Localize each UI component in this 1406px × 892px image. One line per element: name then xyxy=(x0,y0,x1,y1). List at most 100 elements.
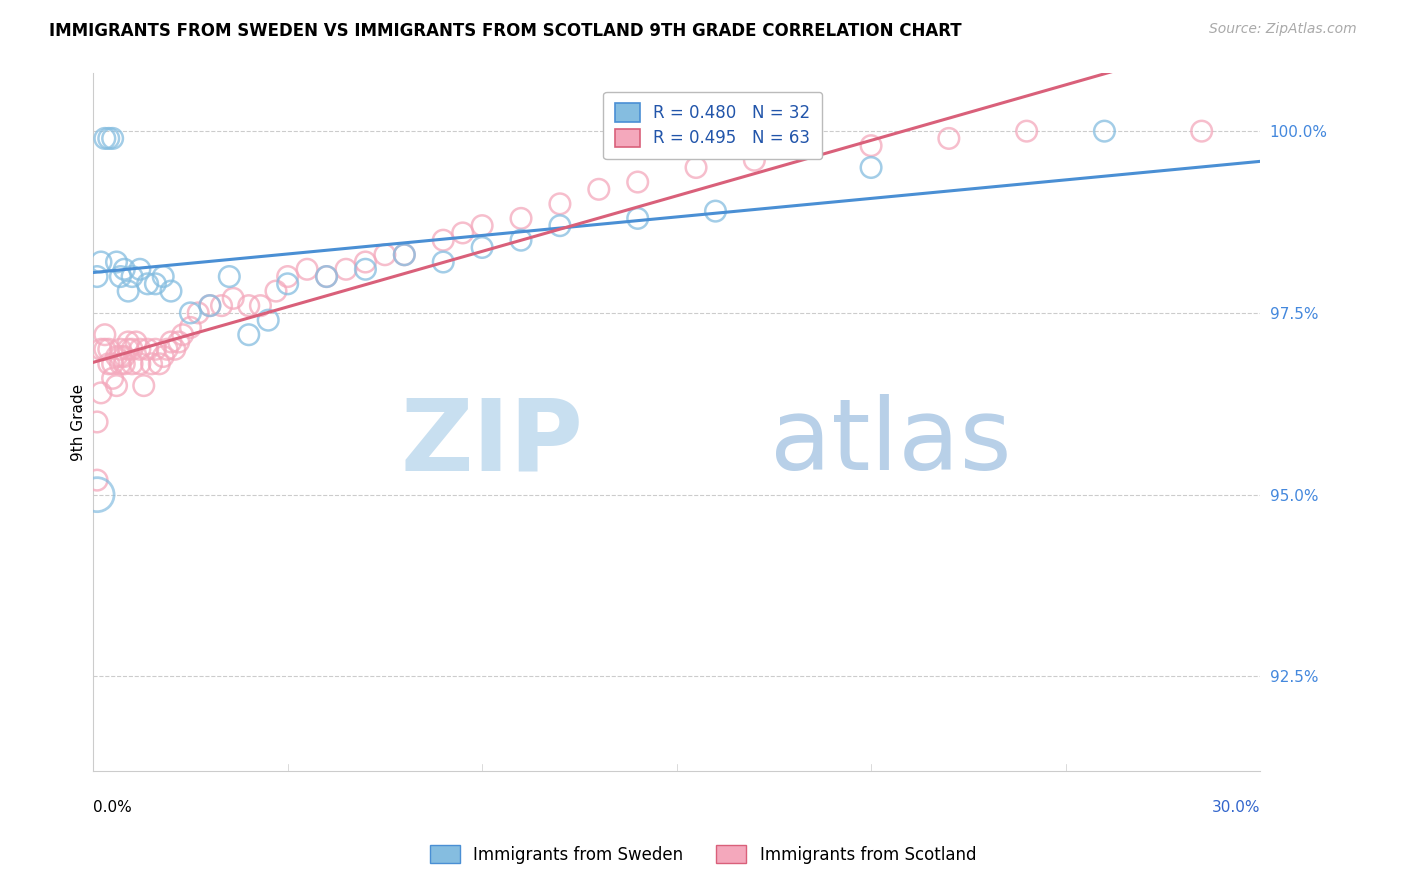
Point xyxy=(105,350,128,364)
Point xyxy=(136,343,159,357)
Point xyxy=(374,248,396,262)
Point xyxy=(685,161,707,175)
Text: 0.0%: 0.0% xyxy=(93,800,132,815)
Point xyxy=(101,357,124,371)
Point xyxy=(94,131,117,145)
Point xyxy=(90,385,112,400)
Point xyxy=(277,277,299,291)
Point xyxy=(172,327,194,342)
Point xyxy=(145,277,167,291)
Point xyxy=(295,262,318,277)
Point xyxy=(627,175,650,189)
Point xyxy=(264,284,287,298)
Point xyxy=(128,343,150,357)
Point xyxy=(86,269,108,284)
Point xyxy=(152,269,174,284)
Point xyxy=(249,299,271,313)
Point xyxy=(179,306,201,320)
Point xyxy=(136,277,159,291)
Legend: Immigrants from Sweden, Immigrants from Scotland: Immigrants from Sweden, Immigrants from … xyxy=(423,838,983,871)
Point xyxy=(432,233,454,247)
Point xyxy=(704,204,727,219)
Point xyxy=(152,350,174,364)
Text: ZIP: ZIP xyxy=(401,394,583,491)
Point xyxy=(112,357,135,371)
Point xyxy=(627,211,650,226)
Point xyxy=(105,378,128,392)
Text: 30.0%: 30.0% xyxy=(1212,800,1260,815)
Point xyxy=(315,269,337,284)
Point xyxy=(744,153,766,168)
Point xyxy=(257,313,280,327)
Point xyxy=(90,255,112,269)
Point xyxy=(860,138,883,153)
Point xyxy=(160,284,183,298)
Point xyxy=(117,334,139,349)
Point xyxy=(860,161,883,175)
Point xyxy=(128,262,150,277)
Point xyxy=(179,320,201,334)
Point xyxy=(510,211,533,226)
Point xyxy=(132,378,155,392)
Point xyxy=(510,233,533,247)
Point xyxy=(432,255,454,269)
Point xyxy=(145,343,167,357)
Point xyxy=(938,131,960,145)
Point xyxy=(156,343,179,357)
Point xyxy=(187,306,209,320)
Point xyxy=(117,343,139,357)
Point xyxy=(163,343,186,357)
Point xyxy=(125,334,148,349)
Point xyxy=(471,240,494,254)
Point xyxy=(112,350,135,364)
Point xyxy=(110,343,132,357)
Point xyxy=(90,343,112,357)
Point xyxy=(105,255,128,269)
Text: Source: ZipAtlas.com: Source: ZipAtlas.com xyxy=(1209,22,1357,37)
Point xyxy=(148,357,170,371)
Point xyxy=(112,262,135,277)
Point xyxy=(110,269,132,284)
Point xyxy=(97,131,120,145)
Point xyxy=(110,357,132,371)
Point xyxy=(167,334,190,349)
Point xyxy=(117,284,139,298)
Point xyxy=(394,248,416,262)
Point xyxy=(94,327,117,342)
Point xyxy=(121,357,143,371)
Point xyxy=(121,269,143,284)
Point xyxy=(211,299,233,313)
Point xyxy=(86,488,108,502)
Point xyxy=(97,343,120,357)
Point xyxy=(548,197,571,211)
Point xyxy=(1094,124,1116,138)
Point xyxy=(1191,124,1213,138)
Point xyxy=(451,226,474,240)
Text: IMMIGRANTS FROM SWEDEN VS IMMIGRANTS FROM SCOTLAND 9TH GRADE CORRELATION CHART: IMMIGRANTS FROM SWEDEN VS IMMIGRANTS FRO… xyxy=(49,22,962,40)
Point xyxy=(110,350,132,364)
Point xyxy=(101,371,124,385)
Point xyxy=(394,248,416,262)
Point xyxy=(128,357,150,371)
Point xyxy=(198,299,221,313)
Point xyxy=(198,299,221,313)
Point xyxy=(277,269,299,284)
Text: atlas: atlas xyxy=(770,394,1011,491)
Point xyxy=(97,357,120,371)
Point xyxy=(218,269,240,284)
Y-axis label: 9th Grade: 9th Grade xyxy=(72,384,86,460)
Point xyxy=(141,357,163,371)
Point xyxy=(86,415,108,429)
Point xyxy=(86,473,108,487)
Point xyxy=(121,343,143,357)
Point xyxy=(101,131,124,145)
Point xyxy=(315,269,337,284)
Point xyxy=(160,334,183,349)
Point xyxy=(335,262,357,277)
Point xyxy=(471,219,494,233)
Point xyxy=(588,182,610,196)
Point xyxy=(94,343,117,357)
Legend: R = 0.480   N = 32, R = 0.495   N = 63: R = 0.480 N = 32, R = 0.495 N = 63 xyxy=(603,92,823,159)
Point xyxy=(1015,124,1038,138)
Point xyxy=(238,299,260,313)
